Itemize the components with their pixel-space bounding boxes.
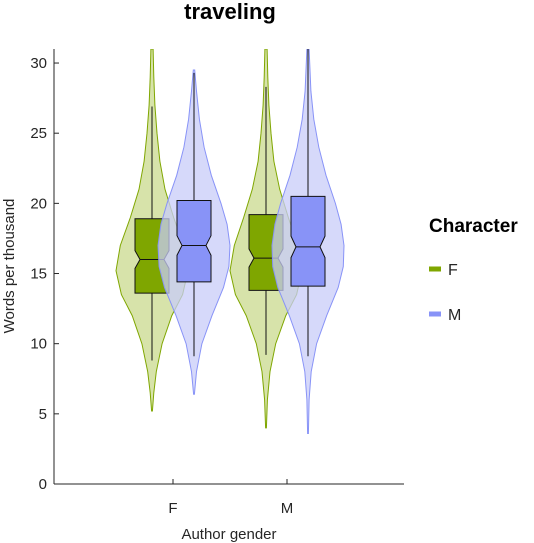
plot-area [115, 49, 345, 434]
axes [53, 49, 404, 485]
y-tick-label: 10 [30, 336, 47, 353]
y-ticks: 0 5 10 15 20 25 30 [30, 55, 59, 493]
y-tick-label: 15 [30, 266, 47, 283]
chart-title: traveling [184, 0, 276, 24]
legend-entries: FM [429, 262, 461, 324]
x-tick-label: F [168, 500, 177, 517]
y-tick-label: 25 [30, 125, 47, 142]
legend-label-f: F [448, 262, 458, 279]
box-m-f [176, 200, 212, 283]
box-m-m [290, 195, 326, 287]
x-tick-label: M [281, 500, 294, 517]
y-tick-label: 20 [30, 195, 47, 212]
y-axis-label: Words per thousand [1, 199, 18, 334]
legend-label-m: M [448, 307, 461, 324]
y-tick-label: 30 [30, 55, 47, 72]
legend: Character FM [429, 216, 518, 324]
y-tick-label: 0 [39, 476, 47, 493]
x-axis-label: Author gender [181, 526, 276, 543]
legend-title: Character [429, 216, 518, 237]
y-tick-label: 5 [39, 406, 47, 423]
